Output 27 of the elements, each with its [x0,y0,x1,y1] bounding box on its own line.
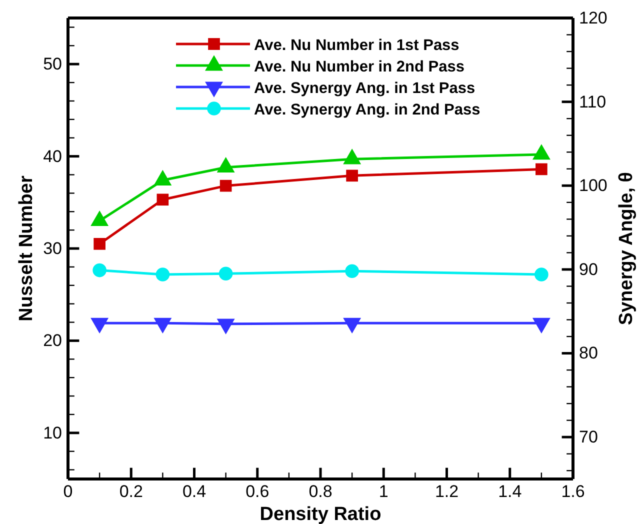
y2-tick-label: 90 [579,260,598,279]
y-tick-label: 10 [43,423,62,442]
y-tick-label: 30 [43,238,62,258]
x-tick-label: 1.6 [561,482,585,502]
y2-tick-label: 110 [579,92,606,112]
legend-label: Ave. Synergy Ang. in 2nd Pass [254,102,480,118]
legend-label: Ave. Nu Number in 2nd Pass [254,58,464,76]
y2-axis-title: Synergy Angle, θ [616,172,637,326]
y-tick-label: 20 [43,331,62,350]
x-tick-label: 0.8 [308,482,332,502]
x-tick-label: 1.4 [498,482,522,502]
x-axis-title: Density Ratio [260,504,382,524]
x-tick-label: 0.4 [182,482,206,502]
y2-tick-label: 100 [579,176,608,196]
legend-label: Ave. Nu Number in 1st Pass [254,37,460,54]
x-tick-label: 1.2 [434,482,459,502]
y-axis-title: Nusselt Number [16,175,37,322]
x-tick-label: 1 [378,482,388,502]
legend-label: Ave. Synergy Ang. in 1st Pass [254,80,476,97]
x-tick-label: 0.6 [246,482,270,502]
y2-tick-label: 120 [579,8,608,28]
y-tick-label: 40 [43,146,62,166]
x-tick-label: 0 [63,482,73,502]
y-tick-label: 50 [43,54,62,74]
y2-tick-label: 80 [579,344,598,363]
x-tick-label: 0.2 [119,482,143,502]
y2-tick-label: 70 [579,428,598,447]
